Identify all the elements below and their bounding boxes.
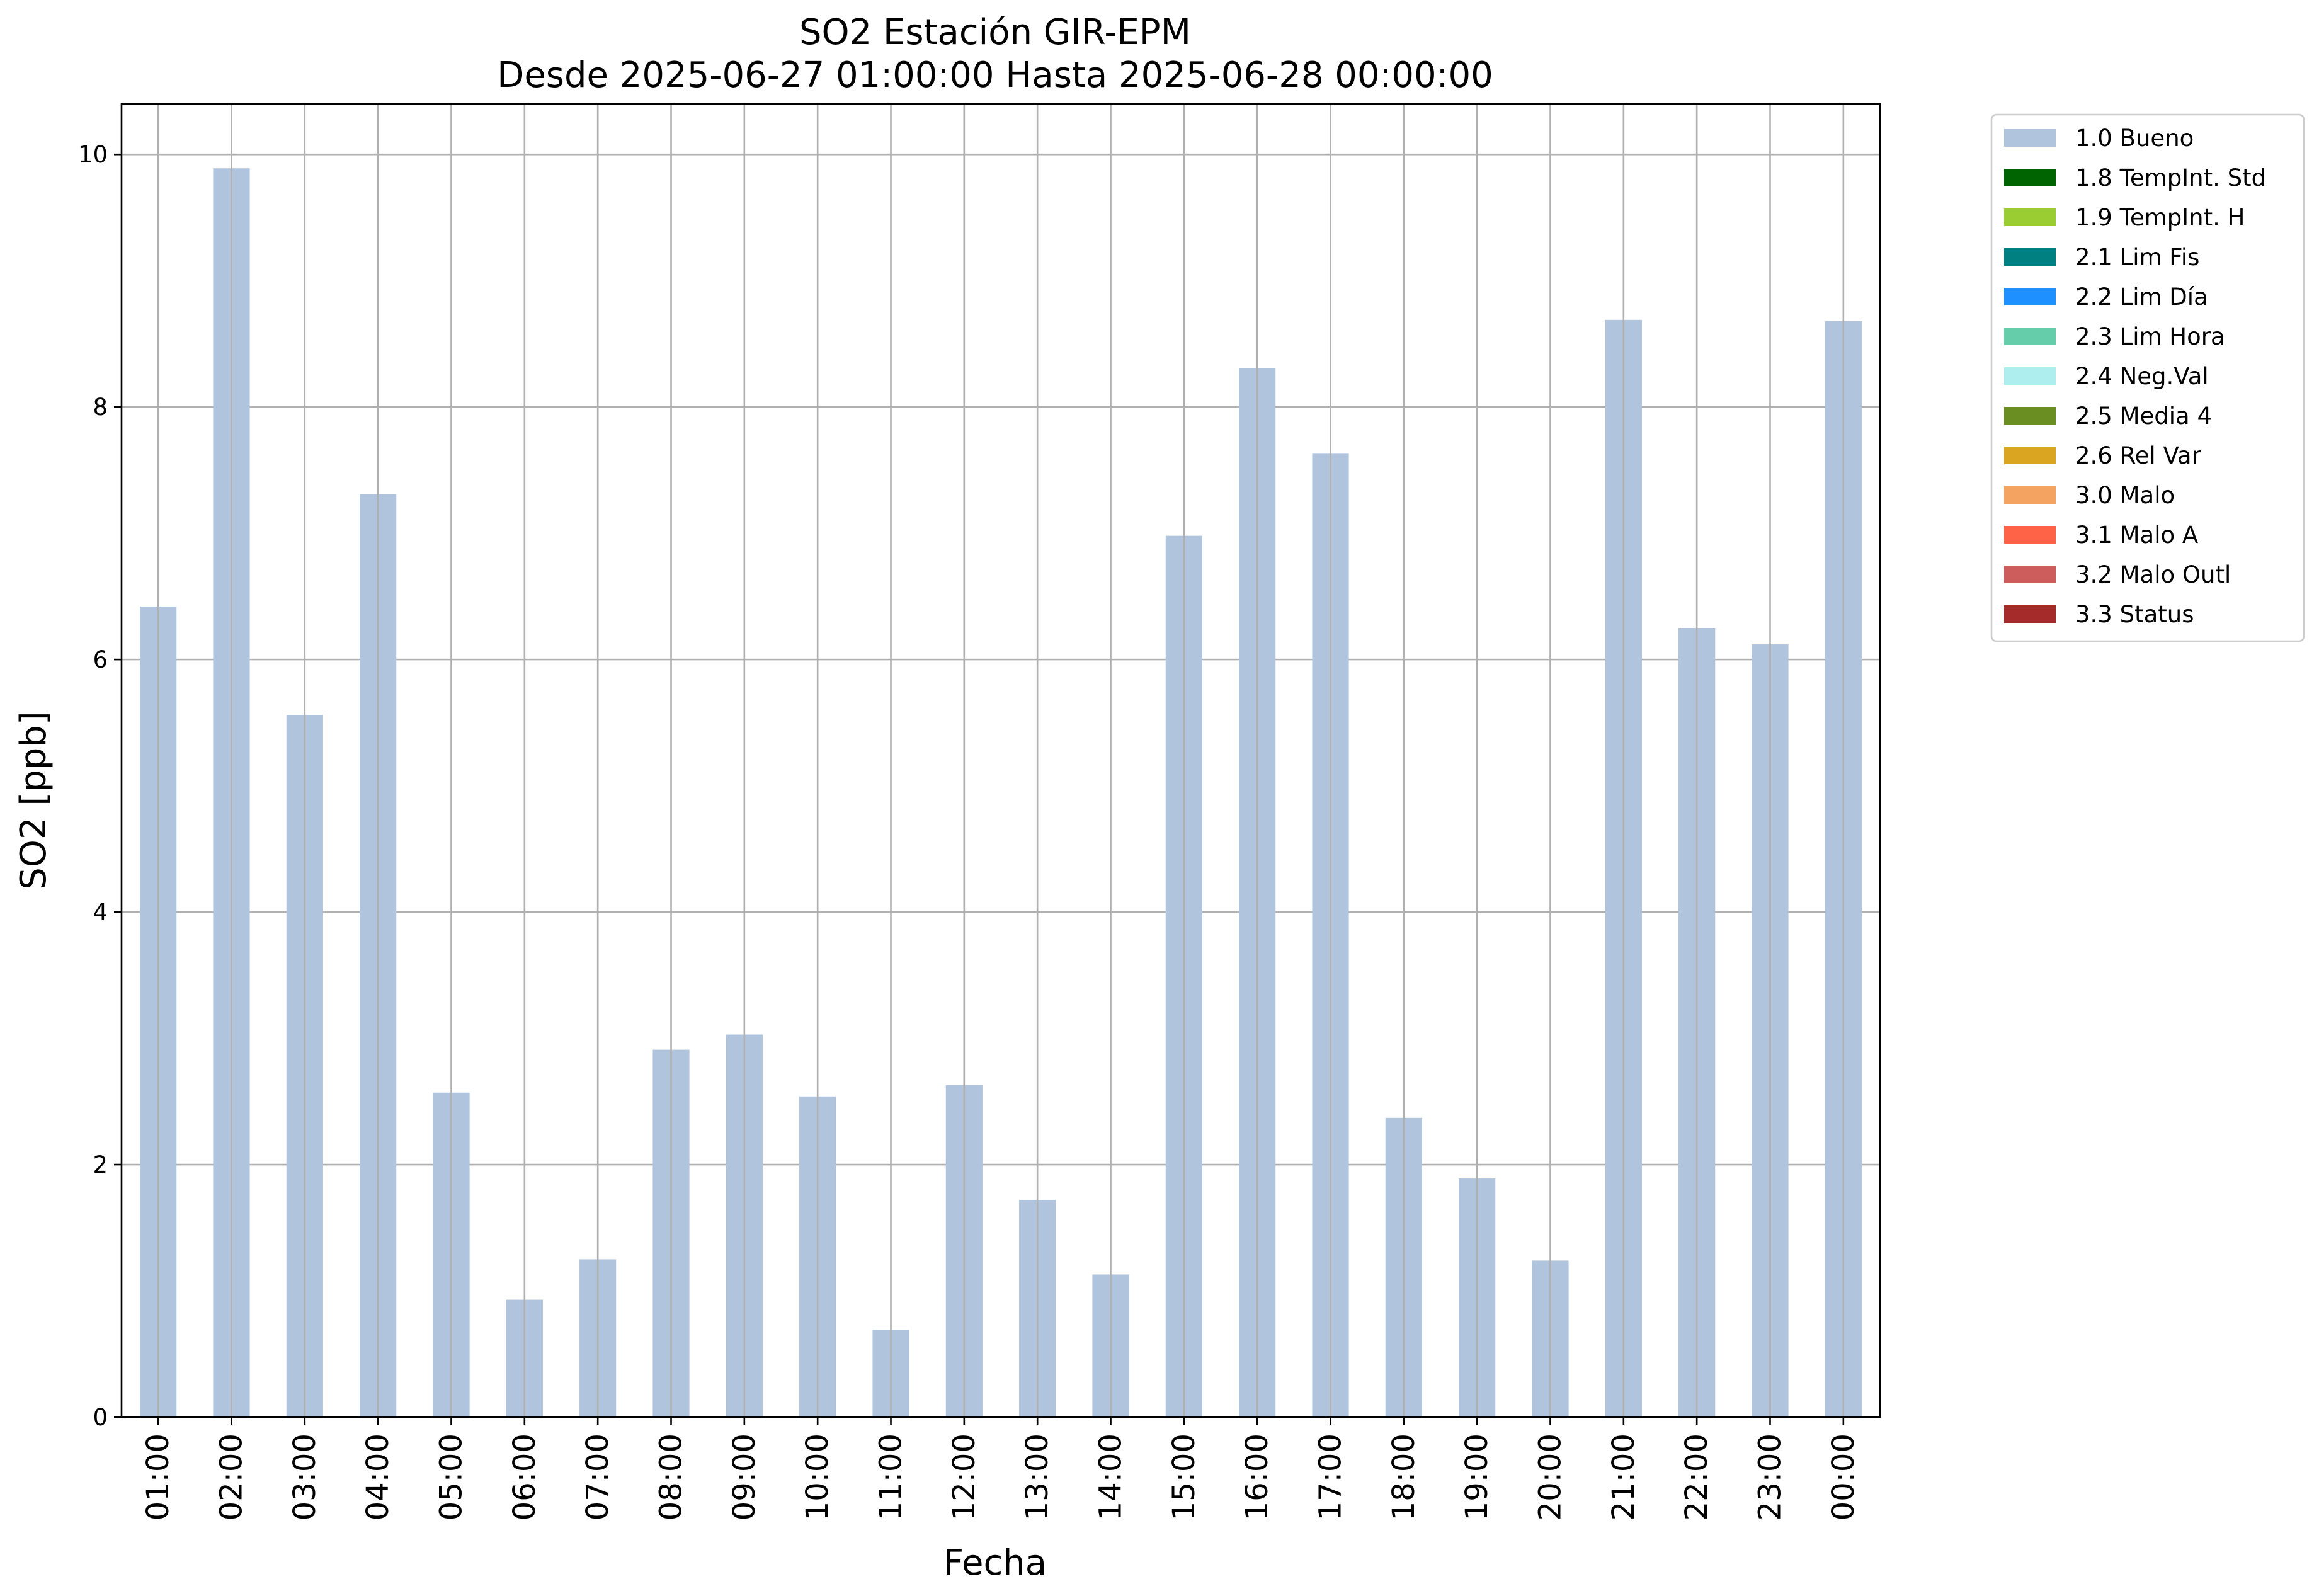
x-tick-label: 07:00 xyxy=(580,1434,615,1520)
legend-label: 3.3 Status xyxy=(2075,601,2194,628)
chart-subtitle: Desde 2025-06-27 01:00:00 Hasta 2025-06-… xyxy=(497,55,1493,96)
legend-swatch xyxy=(2004,169,2056,186)
legend-swatch xyxy=(2004,526,2056,544)
x-tick-label: 11:00 xyxy=(874,1434,909,1520)
legend-swatch xyxy=(2004,288,2056,305)
legend-label: 2.4 Neg.Val xyxy=(2075,363,2209,390)
plot-frame xyxy=(120,103,1881,1418)
x-tick-label: 02:00 xyxy=(214,1434,249,1520)
legend-swatch xyxy=(2004,367,2056,385)
x-tick-label: 04:00 xyxy=(360,1434,396,1520)
legend-label: 2.1 Lim Fis xyxy=(2075,244,2199,271)
x-tick-label: 00:00 xyxy=(1826,1434,1861,1520)
x-tick-label: 01:00 xyxy=(140,1434,176,1520)
legend-items: 1.0 Bueno 1.8 TempInt. Std 1.9 TempInt. H 2… xyxy=(2004,125,2266,628)
y-tick-label: 10 xyxy=(78,141,108,168)
x-tick-label: 23:00 xyxy=(1753,1434,1788,1520)
legend-swatch xyxy=(2004,447,2056,464)
x-tick-label: 08:00 xyxy=(654,1434,689,1520)
plot-area xyxy=(120,103,1881,1418)
x-tick-label: 09:00 xyxy=(727,1434,762,1520)
y-tick-label: 4 xyxy=(93,899,108,926)
x-tick-label: 15:00 xyxy=(1166,1434,1202,1520)
x-tick-label: 03:00 xyxy=(287,1434,322,1520)
x-tick-label: 19:00 xyxy=(1459,1434,1495,1520)
x-tick-label: 18:00 xyxy=(1386,1434,1422,1520)
y-tick-label: 6 xyxy=(93,646,108,673)
chart-title: SO2 Estación GIR-EPM xyxy=(799,12,1191,53)
legend: 1.0 Bueno 1.8 TempInt. Std 1.9 TempInt. H 2… xyxy=(1990,113,2305,642)
y-tick-label: 0 xyxy=(93,1404,108,1431)
x-tick-label: 16:00 xyxy=(1239,1434,1275,1520)
x-tick-label: 05:00 xyxy=(434,1434,469,1520)
legend-label: 3.1 Malo A xyxy=(2075,522,2198,549)
x-tick-label: 10:00 xyxy=(800,1434,835,1520)
x-tick-label: 14:00 xyxy=(1093,1434,1129,1520)
legend-swatch xyxy=(2004,605,2056,623)
y-tick-label: 8 xyxy=(93,394,108,421)
legend-label: 3.2 Malo Outl xyxy=(2075,561,2231,588)
y-axis-label: SO2 [ppb] xyxy=(13,711,54,889)
x-tick-label: 13:00 xyxy=(1020,1434,1055,1520)
x-tick-label: 20:00 xyxy=(1533,1434,1568,1520)
legend-label: 2.3 Lim Hora xyxy=(2075,323,2225,350)
x-axis-label: Fecha xyxy=(943,1542,1047,1583)
legend-label: 1.0 Bueno xyxy=(2075,125,2194,152)
legend-swatch xyxy=(2004,129,2056,147)
legend-swatch xyxy=(2004,248,2056,266)
x-axis-ticks: 01:00 02:00 03:00 04:00 05:00 06:00 07:00 08:00… xyxy=(140,1417,1861,1520)
legend-swatch xyxy=(2004,486,2056,504)
y-tick-label: 2 xyxy=(93,1151,108,1178)
legend-swatch xyxy=(2004,208,2056,226)
x-tick-label: 12:00 xyxy=(947,1434,982,1520)
x-tick-label: 17:00 xyxy=(1313,1434,1348,1520)
legend-label: 2.5 Media 4 xyxy=(2075,402,2212,430)
x-tick-label: 22:00 xyxy=(1679,1434,1714,1520)
legend-label: 2.2 Lim Día xyxy=(2075,283,2208,311)
legend-label: 1.9 TempInt. H xyxy=(2075,204,2245,231)
x-tick-label: 06:00 xyxy=(507,1434,542,1520)
x-grid-over xyxy=(157,104,1845,1417)
legend-label: 1.8 TempInt. Std xyxy=(2075,164,2266,191)
x-tick-label: 21:00 xyxy=(1606,1434,1641,1520)
legend-label: 2.6 Rel Var xyxy=(2075,442,2202,469)
legend-swatch xyxy=(2004,328,2056,345)
legend-swatch xyxy=(2004,566,2056,583)
legend-swatch xyxy=(2004,407,2056,425)
y-axis-ticks: 0 2 4 6 8 10 xyxy=(78,141,122,1431)
legend-box xyxy=(1990,113,2305,642)
legend-label: 3.0 Malo xyxy=(2075,482,2175,509)
